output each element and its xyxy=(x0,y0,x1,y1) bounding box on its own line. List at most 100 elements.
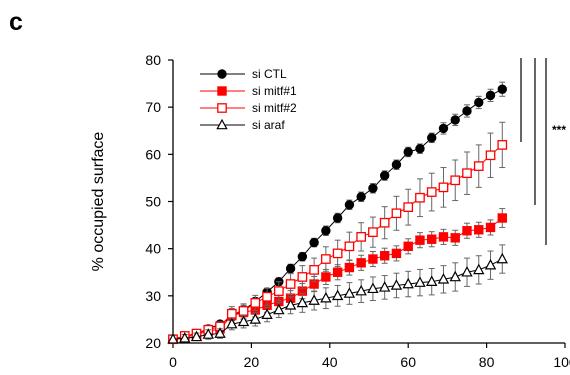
y-tick-label: 60 xyxy=(145,146,161,162)
data-point xyxy=(437,273,450,284)
data-point xyxy=(249,313,262,324)
data-point xyxy=(321,226,331,236)
data-point xyxy=(390,279,403,290)
data-point xyxy=(497,84,507,94)
data-point xyxy=(332,267,343,277)
data-point xyxy=(426,187,437,197)
data-point xyxy=(320,291,332,303)
x-tick-label: 20 xyxy=(244,354,260,370)
data-point xyxy=(344,262,355,273)
data-point xyxy=(438,123,449,134)
data-point xyxy=(378,281,391,292)
data-point xyxy=(356,192,366,202)
legend-marker xyxy=(217,86,227,96)
legend-label: si CTL xyxy=(252,67,287,81)
x-tick-label: 100 xyxy=(553,354,570,370)
data-point xyxy=(321,272,331,282)
legend-marker xyxy=(217,69,227,79)
data-point xyxy=(461,265,473,277)
data-point xyxy=(415,192,425,203)
legend-label: si mitf#2 xyxy=(252,101,297,115)
panel-label: c xyxy=(9,8,23,36)
series-si-araf xyxy=(167,244,508,344)
significance-label: *** xyxy=(552,123,566,137)
chart-series xyxy=(167,81,508,345)
data-point xyxy=(297,272,308,282)
data-point xyxy=(391,248,402,259)
legend-item: si CTL xyxy=(200,67,287,81)
data-point xyxy=(497,140,508,150)
legend-marker xyxy=(217,103,227,113)
x-tick-label: 40 xyxy=(322,354,338,370)
data-point xyxy=(202,328,214,339)
data-point xyxy=(438,182,449,193)
data-point xyxy=(368,227,378,238)
legend-label: si mitf#1 xyxy=(252,84,297,98)
data-point xyxy=(296,296,309,308)
data-point xyxy=(237,315,250,327)
x-tick-label: 60 xyxy=(400,354,416,370)
data-point xyxy=(462,106,472,116)
data-point xyxy=(496,252,508,264)
data-point xyxy=(379,217,390,228)
y-tick-label: 30 xyxy=(145,288,161,304)
y-tick-label: 70 xyxy=(145,99,161,115)
data-point xyxy=(427,133,437,143)
data-point xyxy=(331,289,344,301)
significance-bars: *** xyxy=(520,58,566,245)
data-point xyxy=(462,168,472,179)
x-tick-label: 0 xyxy=(169,354,177,370)
data-point xyxy=(427,234,437,244)
data-point xyxy=(414,276,426,287)
y-tick-label: 40 xyxy=(145,241,161,257)
data-point xyxy=(426,275,438,286)
data-point xyxy=(474,97,484,108)
data-point xyxy=(473,263,485,275)
data-point xyxy=(343,287,356,298)
data-point xyxy=(438,232,449,242)
data-point xyxy=(368,254,378,264)
data-point xyxy=(403,241,413,252)
data-point xyxy=(284,299,297,310)
data-point xyxy=(262,291,272,302)
data-point xyxy=(297,251,308,262)
data-point xyxy=(285,279,296,289)
y-axis-title: % occupied surface xyxy=(90,132,107,272)
data-point xyxy=(367,282,379,294)
data-point xyxy=(214,327,226,338)
data-point xyxy=(226,308,237,319)
data-point xyxy=(321,254,331,264)
data-point xyxy=(450,175,461,186)
x-tick-label: 80 xyxy=(479,354,495,370)
data-point xyxy=(355,284,367,296)
data-point xyxy=(368,183,378,193)
data-point xyxy=(379,170,390,181)
data-point xyxy=(285,263,296,274)
data-point xyxy=(190,330,203,342)
data-point xyxy=(379,251,390,261)
data-point xyxy=(273,286,284,296)
data-point xyxy=(403,147,413,157)
data-point xyxy=(344,241,355,252)
data-point xyxy=(332,213,343,223)
data-point xyxy=(484,258,497,270)
legend-item: si mitf#2 xyxy=(200,101,297,115)
data-point xyxy=(250,298,261,308)
data-point xyxy=(402,277,414,289)
data-point xyxy=(391,160,402,170)
chart-legend: si CTL si mitf#1 si mitf#2 si araf xyxy=(200,67,297,132)
data-point xyxy=(309,265,319,275)
data-point xyxy=(462,226,472,236)
data-point xyxy=(485,222,496,233)
data-point xyxy=(344,200,355,210)
y-tick-label: 20 xyxy=(145,335,161,351)
data-point xyxy=(309,237,319,248)
data-point xyxy=(308,294,320,305)
data-point xyxy=(238,306,249,316)
data-point xyxy=(450,233,460,243)
data-point xyxy=(273,303,285,315)
data-point xyxy=(497,213,507,223)
data-point xyxy=(356,258,366,268)
legend-marker xyxy=(216,118,228,130)
